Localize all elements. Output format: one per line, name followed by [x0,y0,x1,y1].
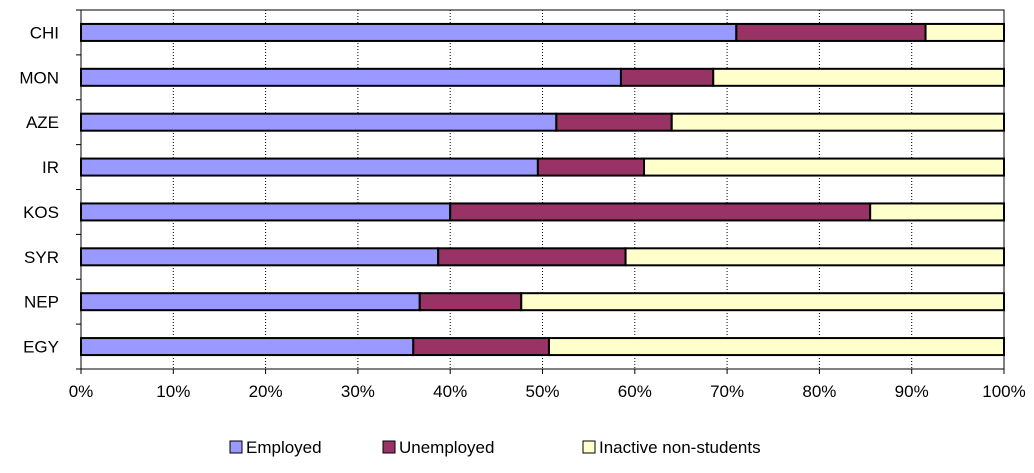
legend-label: Employed [246,438,322,457]
x-tick-label: 60% [618,382,652,401]
bar-segment [80,292,421,312]
bar-segment [449,202,872,222]
legend-swatch [582,440,596,454]
bar-segment [735,22,927,42]
plot-area [80,9,1005,370]
x-tick-label: 90% [895,382,929,401]
bar-segment [520,292,1005,312]
x-tick-label: 80% [802,382,836,401]
legend-label: Unemployed [399,438,494,457]
bar-segment [437,247,627,267]
x-tick-label: 100% [982,382,1025,401]
bar-segment [924,22,1005,42]
bar-segment [418,292,523,312]
y-category-label: NEP [24,293,59,312]
y-category-label: IR [42,158,59,177]
y-category-label: AZE [26,113,59,132]
bar-segment [624,247,1005,267]
x-tick-label: 10% [156,382,190,401]
bar-segment [80,202,452,222]
bar-segment [712,67,1005,87]
x-tick-label: 20% [249,382,283,401]
legend-swatch [382,440,396,454]
y-category-label: KOS [23,203,59,222]
bar-segment [80,157,539,177]
bar-segment [619,67,715,87]
bar-segment [547,337,1005,357]
y-category-label: EGY [23,338,59,357]
y-category-label: CHI [30,23,59,42]
bar-segment [80,22,738,42]
x-tick-label: 50% [525,382,559,401]
bar-segment [80,67,622,87]
bar-segment [869,202,1005,222]
y-category-label: SYR [24,248,59,267]
x-tick-label: 70% [710,382,744,401]
bar-segment [643,157,1006,177]
x-tick-label: 40% [433,382,467,401]
x-tick-label: 30% [341,382,375,401]
bar-segment [412,337,550,357]
bar-segment [80,112,558,132]
bar-segment [555,112,673,132]
bar-segment [536,157,646,177]
y-category-label: MON [19,68,59,87]
legend-swatch [229,440,243,454]
legend-label: Inactive non-students [599,438,761,457]
bar-segment [80,247,440,267]
bar-segment [80,337,415,357]
x-tick-label: 0% [69,382,94,401]
bar-segment [670,112,1005,132]
